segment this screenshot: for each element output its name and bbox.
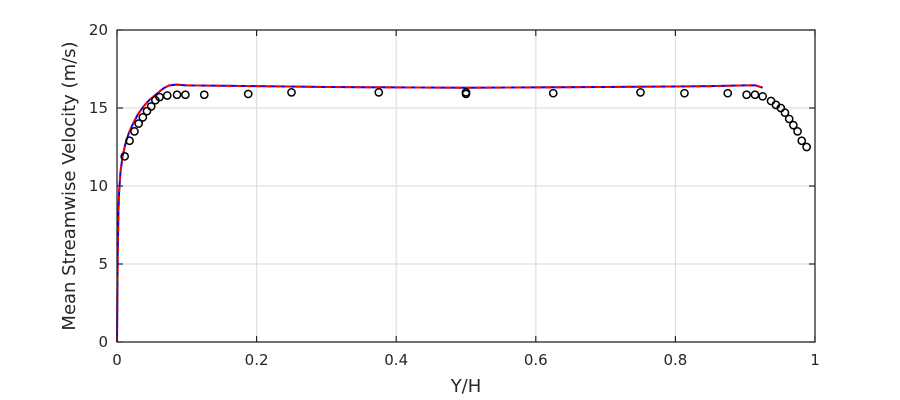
data-point [461, 89, 471, 99]
data-point [199, 90, 209, 100]
data-point [125, 136, 134, 146]
y-axis-label: Mean Streamwise Velocity (m/s) [59, 41, 80, 330]
y-tick-label: 20 [89, 21, 108, 39]
data-point [243, 89, 253, 99]
data-point [758, 91, 768, 101]
x-tick-label: 0 [112, 351, 122, 369]
data-point [636, 88, 645, 97]
x-tick-label: 0.2 [245, 351, 269, 369]
series-line-dashed [116, 83, 763, 343]
data-point [374, 88, 384, 97]
data-point [130, 127, 139, 136]
grid [117, 30, 815, 342]
data-point [548, 88, 558, 98]
x-tick-label: 0.8 [663, 351, 687, 369]
x-tick-label: 0.4 [384, 351, 408, 369]
data-point [162, 91, 172, 100]
x-tick-label: 1 [810, 351, 820, 369]
y-tick-label: 0 [98, 333, 108, 351]
data-point [797, 136, 807, 146]
data-point [789, 120, 798, 130]
data-point [723, 88, 733, 98]
y-tick-label: 10 [89, 177, 108, 195]
ticks [116, 29, 816, 343]
y-tick-label: 15 [89, 99, 108, 117]
x-tick-label: 0.6 [524, 351, 548, 369]
data-point [780, 108, 790, 118]
data-point [134, 119, 143, 128]
series-layer [116, 83, 811, 343]
data-point [793, 127, 802, 136]
data-point [172, 90, 182, 100]
data-point [155, 92, 164, 102]
y-tick-label: 5 [98, 255, 108, 273]
data-point [742, 90, 751, 100]
data-point [680, 88, 689, 98]
data-point [784, 114, 794, 124]
x-axis-label: Y/H [450, 376, 482, 397]
data-point [181, 90, 190, 100]
data-point [802, 142, 811, 152]
series-circles [120, 88, 811, 161]
data-point [287, 88, 296, 97]
data-point [138, 113, 148, 122]
data-point [120, 152, 130, 161]
data-point [146, 102, 156, 111]
data-point [750, 90, 760, 100]
